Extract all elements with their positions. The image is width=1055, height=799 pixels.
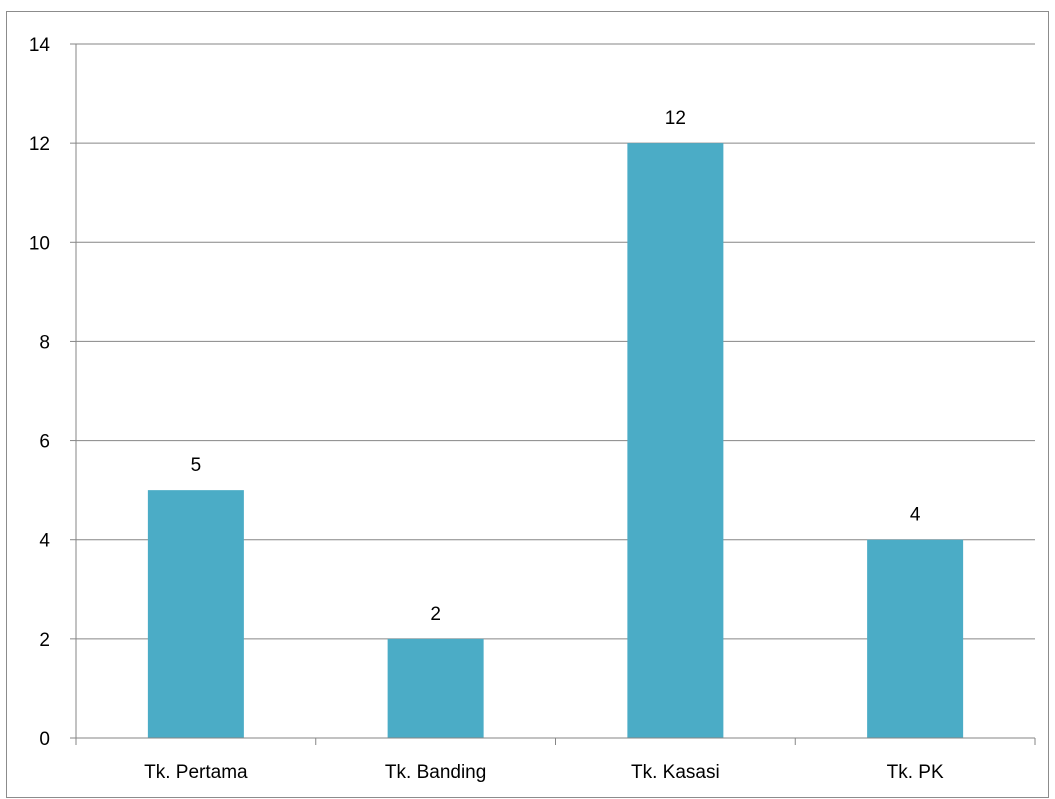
bar <box>867 539 964 738</box>
y-tick-label: 6 <box>39 432 50 453</box>
x-tick-label: Tk. Kasasi <box>631 762 720 783</box>
y-tick-label: 10 <box>29 233 50 254</box>
y-tick-label: 4 <box>39 531 50 552</box>
data-label: 4 <box>910 505 921 526</box>
bar <box>627 143 724 739</box>
x-tick-label: Tk. Banding <box>385 762 486 783</box>
y-tick-label: 12 <box>29 134 50 155</box>
data-label: 5 <box>191 455 202 476</box>
y-tick-label: 2 <box>39 630 50 651</box>
x-tick-label: Tk. PK <box>887 762 944 783</box>
y-tick-label: 0 <box>39 729 50 750</box>
data-label: 12 <box>665 108 686 129</box>
bar <box>147 490 244 738</box>
y-tick-label: 14 <box>29 35 51 56</box>
data-label: 2 <box>430 604 441 625</box>
bar <box>387 638 484 738</box>
y-tick-label: 8 <box>39 332 50 353</box>
x-tick-label: Tk. Pertama <box>144 762 248 783</box>
